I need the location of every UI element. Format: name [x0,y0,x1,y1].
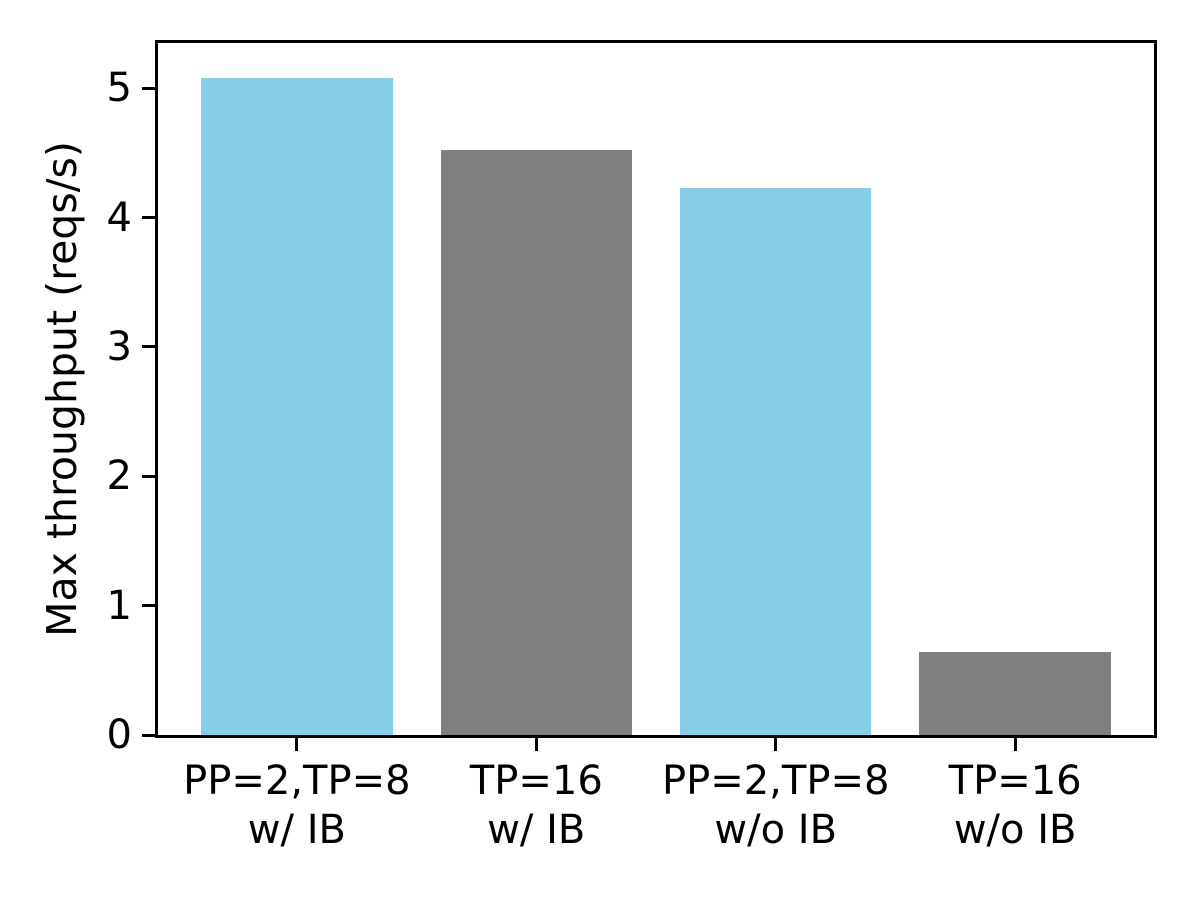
y-tick-mark-2 [142,474,155,478]
x-tick-mark-2 [774,738,778,751]
x-tick-mark-1 [534,738,538,751]
y-tick-mark-5 [142,86,155,90]
bar-1 [440,150,633,735]
y-tick-mark-4 [142,216,155,220]
y-tick-label-3: 3 [106,323,132,370]
x-tick-label-2: PP=2,TP=8 w/o IB [661,758,890,853]
y-tick-label-5: 5 [106,65,132,112]
x-tick-label-0: PP=2,TP=8 w/ IB [183,758,411,853]
y-tick-label-2: 2 [106,453,132,500]
x-tick-label-1: TP=16 w/ IB [469,758,603,853]
plot-area [158,43,1154,735]
y-tick-label-0: 0 [106,712,132,758]
y-tick-label-4: 4 [106,194,132,241]
x-tick-label-3: TP=16 w/o IB [948,758,1082,853]
bar-2 [679,187,872,735]
bar-0 [201,77,393,735]
y-tick-mark-1 [142,604,155,608]
x-tick-mark-0 [295,738,299,751]
bar-3 [919,652,1111,735]
y-tick-mark-0 [142,733,155,737]
x-tick-mark-3 [1013,738,1017,751]
y-tick-label-1: 1 [106,582,132,629]
y-tick-mark-3 [142,345,155,349]
